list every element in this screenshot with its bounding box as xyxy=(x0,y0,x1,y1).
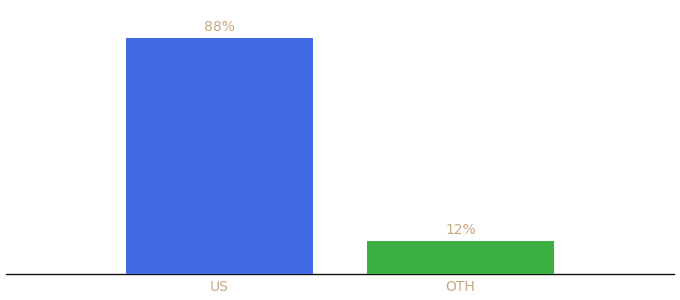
Bar xyxy=(126,38,313,274)
Bar xyxy=(367,241,554,274)
Text: 12%: 12% xyxy=(445,223,476,237)
Text: 88%: 88% xyxy=(204,20,235,34)
